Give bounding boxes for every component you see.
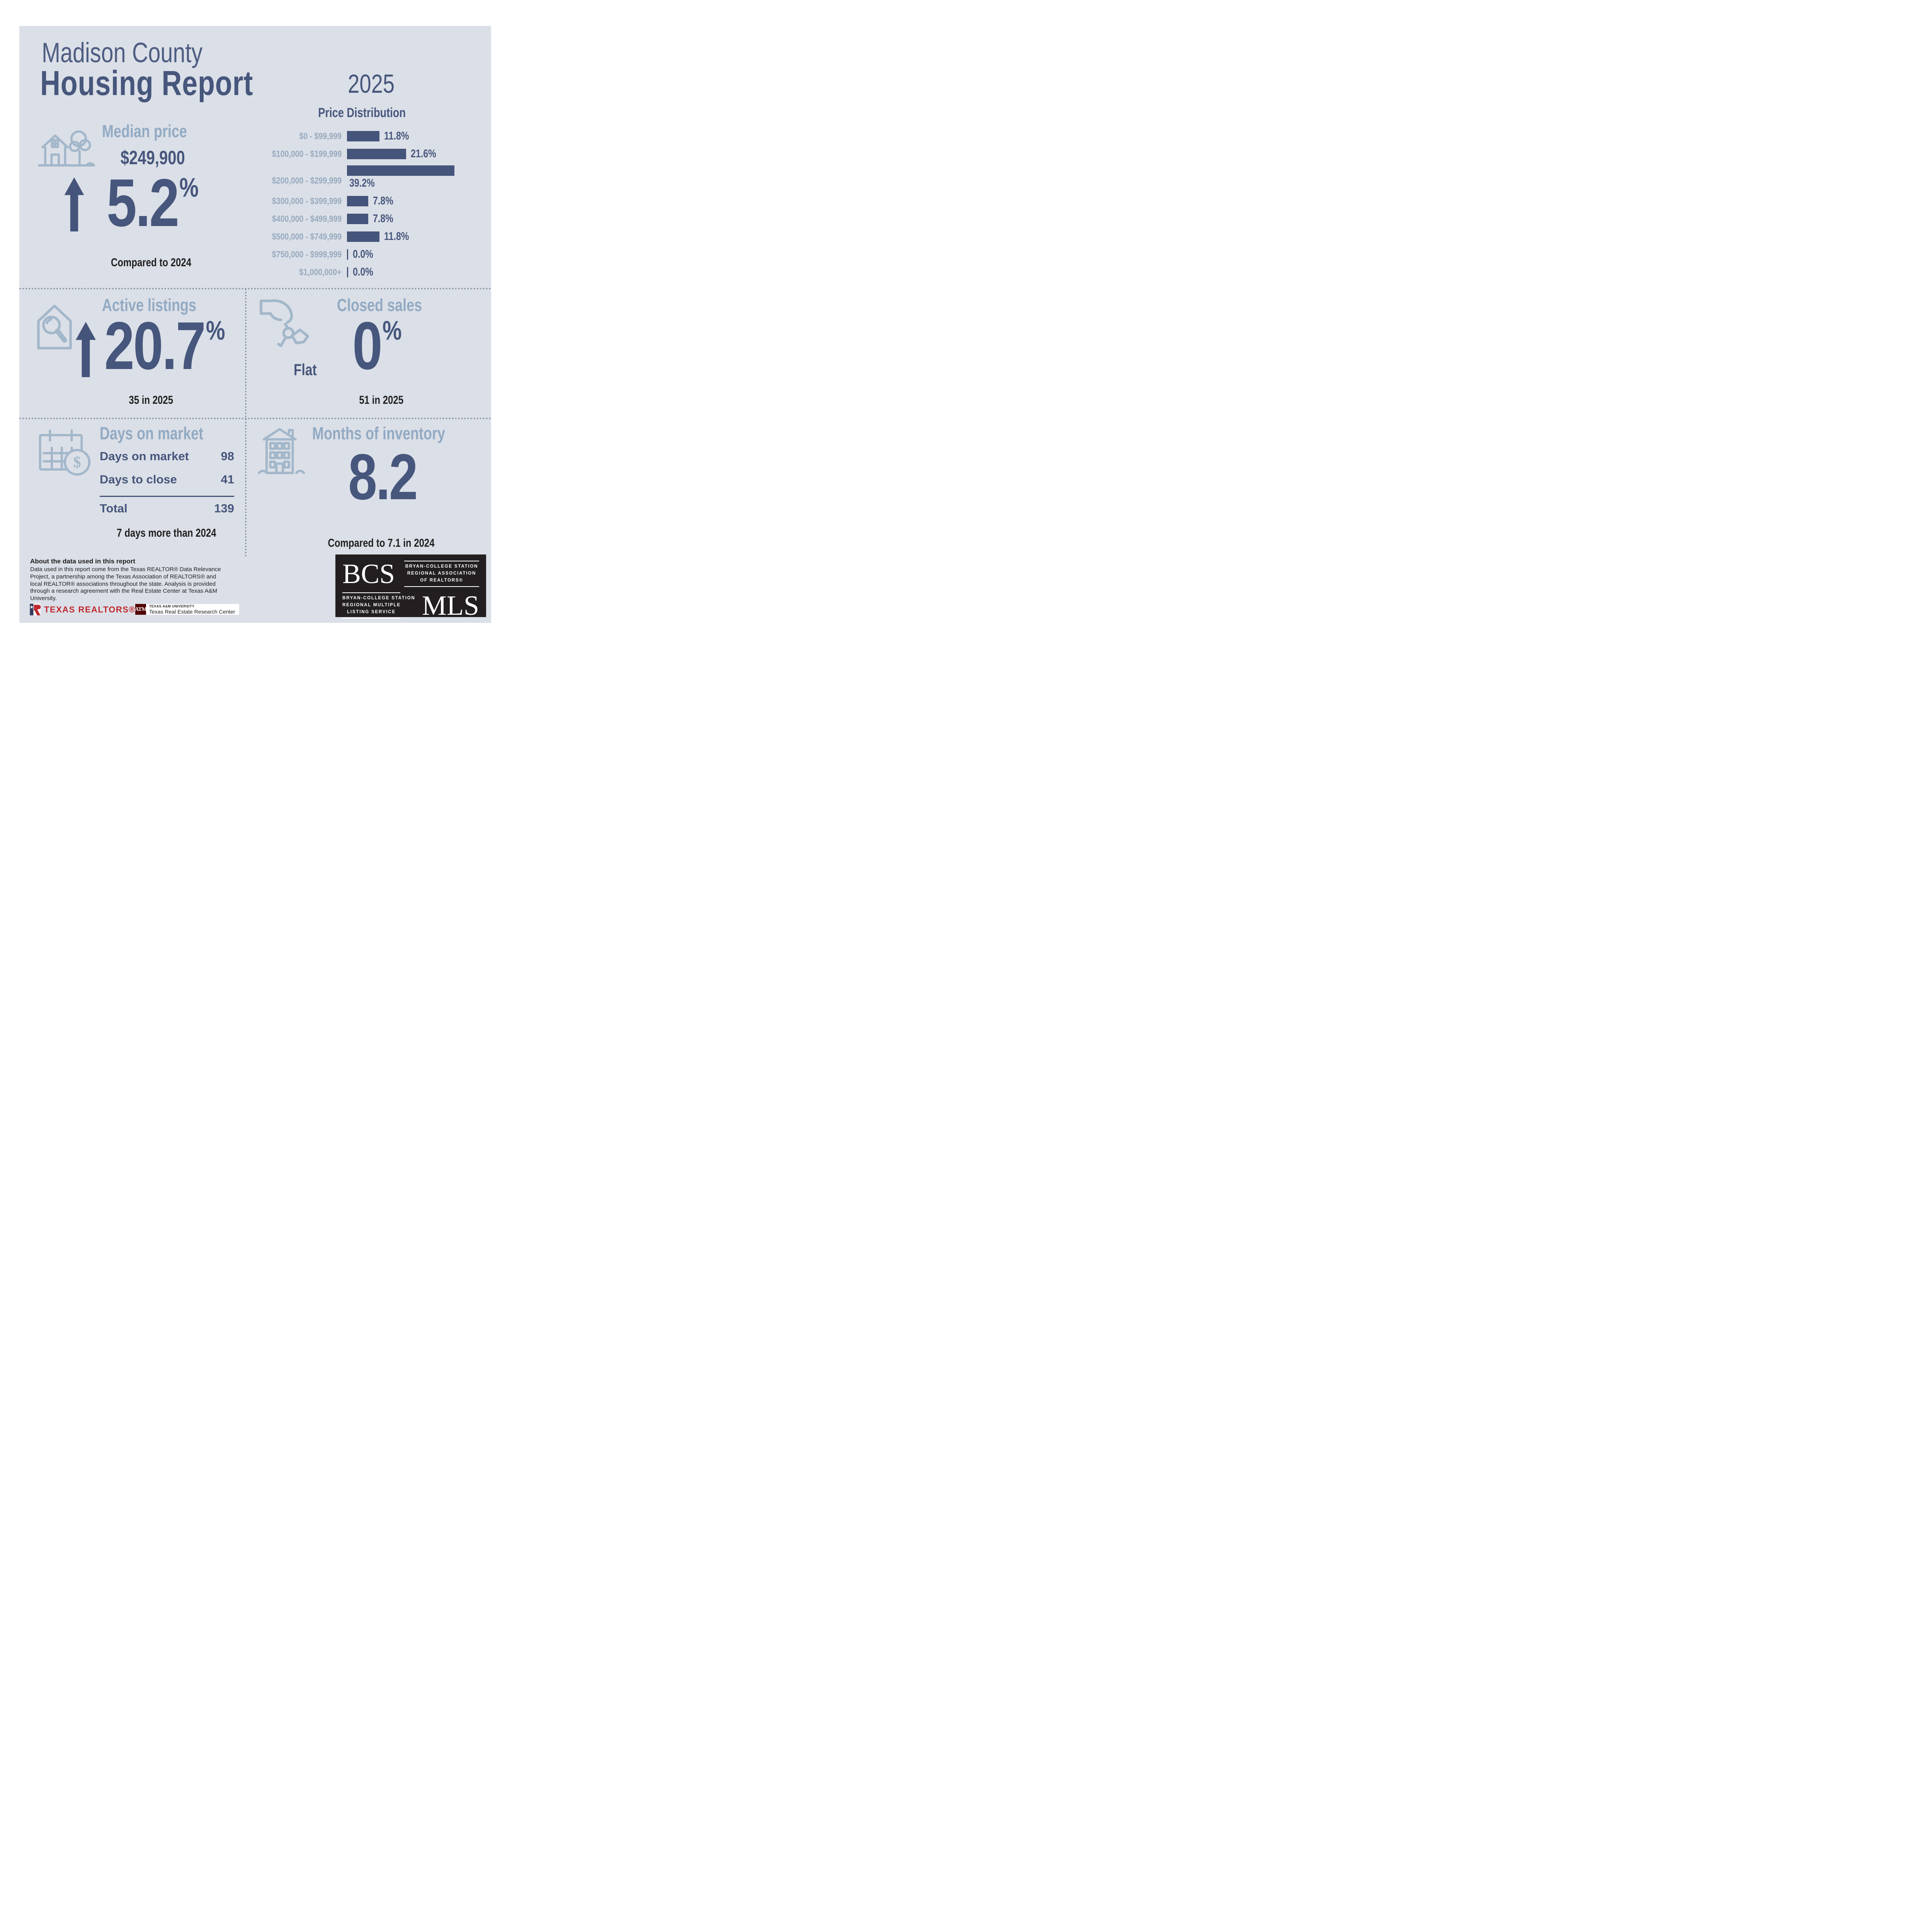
active-listings-heading: Active listings — [102, 295, 197, 315]
chart-category-label: $100,000 - $199,999 — [272, 149, 342, 159]
months-of-inventory-note: Compared to 7.1 in 2024 — [328, 537, 435, 549]
closed-sales-heading: Closed sales — [337, 295, 422, 315]
days-on-market-row: Days on market 98 — [100, 449, 234, 463]
chart-row: $100,000 - $199,999 21.6% — [233, 148, 491, 160]
divider-horizontal-1 — [19, 288, 491, 289]
chart-category-label: $0 - $99,999 — [299, 131, 342, 141]
median-price-note: Compared to 2024 — [111, 256, 192, 269]
chart-value-label: 39.2% — [349, 177, 375, 189]
bcs-mls-logo: BCS BRYAN-COLLEGE STATION REGIONAL ASSOC… — [335, 554, 486, 621]
days-on-market-table: Days on market 98 Days to close 41 Total 13… — [100, 449, 234, 515]
divider-horizontal-2 — [19, 418, 491, 419]
chart-row: $1,000,000+ 0.0% — [233, 266, 491, 279]
housing-report-page: { "page": { "title_line1": "Madison Coun… — [0, 0, 512, 641]
total-row: Total 139 — [100, 502, 234, 515]
chart-row: $400,000 - $499,999 7.8% — [233, 213, 491, 225]
chart-bar — [347, 149, 406, 159]
median-price-change: 5.2% — [107, 165, 199, 241]
chart-category-label: $1,000,000+ — [299, 267, 342, 277]
chart-value-label: 0.0% — [353, 266, 373, 278]
about-heading: About the data used in this report — [30, 558, 136, 565]
total-divider-line — [100, 496, 234, 497]
house-magnifier-icon — [29, 298, 80, 353]
trerc-university-line: TEXAS A&M UNIVERSITY — [149, 604, 195, 608]
up-arrow-icon — [64, 177, 84, 231]
chart-value-label: 7.8% — [373, 195, 394, 207]
divider-vertical — [245, 289, 247, 557]
report-title-main: Housing Report — [40, 64, 253, 103]
months-of-inventory-value: 8.2 — [348, 440, 418, 513]
chart-value-label: 7.8% — [373, 213, 394, 225]
chart-category-label: $200,000 - $299,999 — [272, 175, 342, 185]
chart-row: $200,000 - $299,999 39.2% — [233, 165, 491, 190]
chart-category-label: $750,000 - $999,999 — [272, 249, 342, 259]
chart-bar — [347, 131, 379, 141]
texas-realtors-wordmark: TEXAS REALTORS® — [44, 604, 136, 614]
chart-bar — [347, 249, 348, 260]
chart-bar — [347, 231, 379, 242]
bcs-association-block: BRYAN-COLLEGE STATION REGIONAL ASSOCIATI… — [404, 560, 479, 588]
report-canvas: Madison County Housing Report 2025 Price… — [19, 26, 491, 623]
chart-row: $300,000 - $399,999 7.8% — [233, 195, 491, 207]
texas-realtors-logo: TEXAS REALTORS® — [29, 603, 136, 616]
chart-bar — [347, 196, 369, 206]
chart-bar — [347, 267, 348, 277]
trerc-center-line: Texas Real Estate Research Center — [149, 608, 235, 615]
chart-row: $750,000 - $999,999 0.0% — [233, 248, 491, 261]
chart-category-label: $400,000 - $499,999 — [272, 214, 342, 224]
texas-realtors-flag-icon — [29, 603, 41, 616]
texas-am-monogram-icon: ATM — [135, 604, 147, 615]
report-year: 2025 — [348, 69, 395, 99]
median-price-heading: Median price — [102, 121, 187, 141]
months-of-inventory-heading: Months of inventory — [312, 423, 445, 443]
days-to-close-row: Days to close 41 — [100, 473, 234, 486]
chart-value-label: 11.8% — [384, 230, 409, 243]
up-arrow-icon — [76, 321, 96, 378]
price-distribution-rows: $0 - $99,999 11.8% $100,000 - $199,999 21.6… — [233, 130, 491, 279]
mls-service-block: BRYAN-COLLEGE STATION REGIONAL MULTIPLE … — [342, 592, 415, 619]
bcs-wordmark: BCS — [342, 558, 395, 589]
svg-text:$: $ — [73, 454, 81, 471]
chart-row: $0 - $99,999 11.8% — [233, 130, 491, 143]
chart-bar — [347, 214, 369, 224]
chart-category-label: $500,000 - $749,999 — [272, 231, 342, 242]
median-price-value: $249,900 — [120, 147, 185, 168]
chart-value-label: 0.0% — [353, 248, 373, 260]
chart-row: $500,000 - $749,999 11.8% — [233, 230, 491, 243]
closed-sales-change: 0% — [352, 308, 402, 384]
apartment-building-icon — [253, 425, 310, 478]
price-distribution-chart: Price Distribution $0 - $99,999 11.8% $100… — [233, 105, 491, 279]
closed-sales-note: 51 in 2025 — [359, 394, 404, 406]
house-tree-icon — [37, 122, 96, 171]
chart-value-label: 21.6% — [411, 148, 436, 160]
active-listings-change: 20.7% — [104, 308, 225, 384]
mls-wordmark: MLS — [422, 590, 479, 621]
trerc-logo: ATM TEXAS A&M UNIVERSITY Texas Real Esta… — [135, 604, 239, 615]
about-body: Data used in this report come from the T… — [30, 566, 221, 602]
days-on-market-heading: Days on market — [100, 423, 204, 443]
days-on-market-note: 7 days more than 2024 — [117, 527, 216, 539]
active-listings-note: 35 in 2025 — [129, 394, 173, 406]
chart-category-label: $300,000 - $399,999 — [272, 196, 342, 206]
price-distribution-title: Price Distribution — [318, 105, 406, 120]
report-title-county: Madison County — [42, 37, 203, 68]
closed-sales-flat-label: Flat — [294, 361, 317, 379]
calendar-dollar-icon: $ — [36, 427, 94, 478]
chart-value-label: 11.8% — [384, 130, 409, 142]
hand-keys-icon — [259, 296, 317, 354]
chart-bar — [347, 165, 454, 176]
